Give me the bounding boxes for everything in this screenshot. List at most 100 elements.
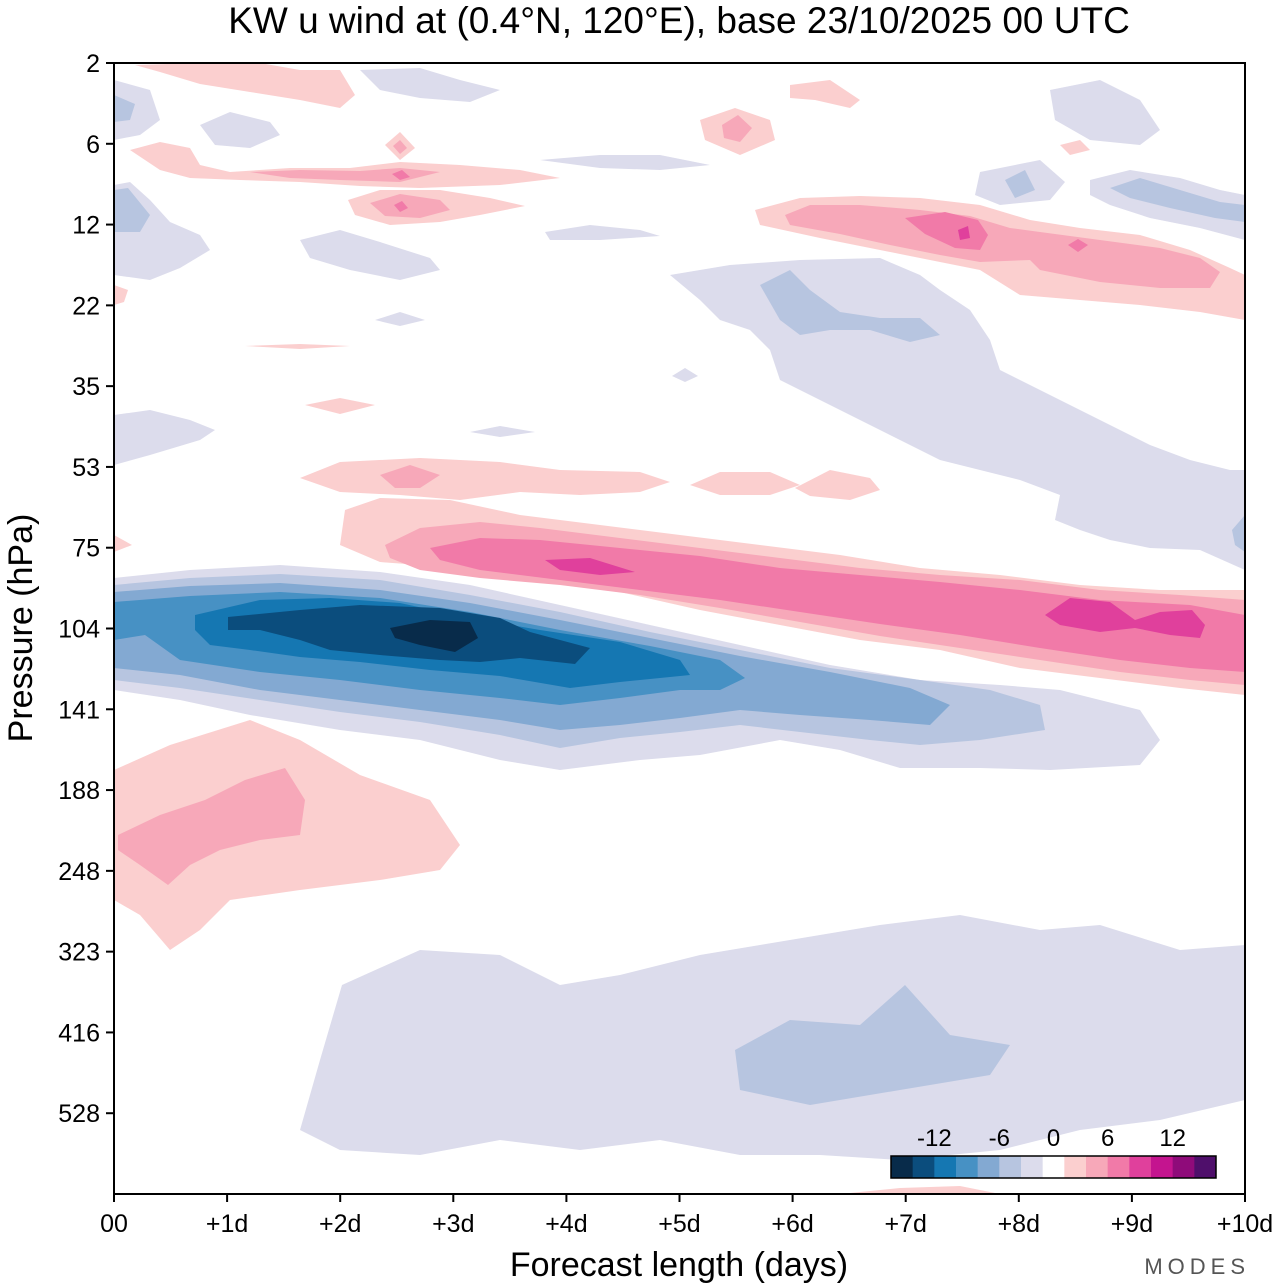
contour-53hpa-westerly [300,458,670,500]
colorbar-swatch [1107,1156,1130,1178]
x-axis-label: Forecast length (days) [510,1246,848,1284]
contour-top-westerly-2-inner [250,168,440,182]
x-tick-label: +5d [658,1210,700,1238]
colorbar-swatch [999,1156,1022,1178]
colorbar-tick-label: -12 [917,1125,952,1152]
y-axis-label: Pressure (hPa) [2,514,40,743]
contour-easterly-small-5 [672,368,698,382]
x-tick-label: +8d [998,1210,1040,1238]
y-tick-label: 528 [58,1100,100,1128]
contour-field [114,63,1245,1194]
contour-top-westerly-2 [130,142,560,188]
contour-top-easterly-6-inner [1110,178,1245,222]
colorbar-swatch [934,1156,957,1178]
contour-upper-westerly-l2 [785,205,1220,288]
y-tick-label: 416 [58,1019,100,1047]
contour-top-easterly-2 [200,112,280,148]
contour-top-westerly-6 [790,80,860,108]
colorbar-tick-label: 12 [1159,1125,1186,1152]
contour-lstrat-westerly-l4a [545,558,635,575]
y-tick-label: 75 [72,535,100,563]
contour-top-westerly-3-inner [370,194,450,218]
contour-upper-westerly-l3 [905,212,988,250]
x-tick-label: +9d [1111,1210,1153,1238]
colorbar-swatch [1151,1156,1174,1178]
contour-midstrat-easterly-inner [760,270,940,342]
x-tick-label: +3d [432,1210,474,1238]
colorbar-tick-label: 6 [1101,1125,1114,1152]
colorbar-swatch [956,1156,979,1178]
y-tick-label: 323 [58,939,100,967]
contour-topleft-easterly-inner [114,188,150,232]
y-tick-label: 22 [72,292,100,320]
colorbar-swatch [977,1156,1000,1178]
y-tick-label: 141 [58,696,100,724]
chart-title: KW u wind at (0.4°N, 120°E), base 23/10/… [228,0,1130,41]
x-tick-label: +10d [1217,1210,1273,1238]
colorbar-swatch [1129,1156,1152,1178]
colorbar-swatch [1064,1156,1087,1178]
y-tick-label: 35 [72,373,100,401]
contour-easterly-small-1 [545,225,660,240]
x-tick-label: +2d [319,1210,361,1238]
y-tick-label: 2 [86,50,100,78]
contour-easterly-35hpa-left [114,410,215,465]
contour-westerly-22hpa-left [114,285,128,305]
contour-right-edge-blue [1232,515,1245,552]
colorbar-swatch [912,1156,935,1178]
y-tick-label: 188 [58,777,100,805]
colorbar-legend: -12 -6 0 6 12 [890,1125,1217,1179]
y-tick-label: 12 [72,212,100,240]
contour-top-westerly-2-core [392,170,410,180]
contour-53hpa-westerly-b [690,472,800,495]
contour-top-easterly-1 [114,80,160,140]
contour-westerly-thin-line [245,344,350,349]
contour-easterly-small-2 [540,155,710,170]
x-tick-label: 00 [100,1210,128,1238]
contour-easterly-22hpa [300,230,440,280]
contour-upper-westerly-l4 [958,226,970,240]
colorbar-swatch [1172,1156,1195,1178]
contour-lstrat-easterly-l7 [390,620,478,652]
contour-top-easterly-5-inner [1005,170,1035,198]
x-tick-label: +4d [545,1210,587,1238]
x-axis: 00 +1d +2d +3d +4d +5d +6d +7d +8d +9d +10d [100,1194,1273,1238]
contour-53hpa-westerly-inner [380,465,440,488]
x-tick-label: +7d [884,1210,926,1238]
colorbar-tick-label: -6 [989,1125,1010,1152]
contour-top-westerly-5-inner [722,115,752,142]
y-tick-label: 104 [58,616,100,644]
colorbar-tick-label: 0 [1047,1125,1060,1152]
x-tick-label: +1d [206,1210,248,1238]
contour-bottom-westerly [840,1186,1000,1194]
y-axis: 2 6 12 22 35 53 75 104 141 188 248 323 416 528 [58,50,114,1128]
colorbar-frame [890,1155,1217,1179]
x-tick-label: +6d [771,1210,813,1238]
contour-top-westerly-4-inner [393,140,407,154]
contour-top-easterly-3 [360,68,500,102]
contour-top-westerly-7 [1060,140,1090,155]
colorbar-swatch [891,1156,914,1178]
modes-logo: MODES [1144,1254,1250,1279]
y-tick-label: 53 [72,454,100,482]
colorbar-swatch [1042,1156,1065,1178]
contour-53hpa-westerly-c [795,470,880,500]
contour-midstrat-easterly [670,258,1245,570]
contour-easterly-small-4 [470,426,535,437]
contour-westerly-75hpa-left [114,535,132,552]
contour-lstrat-westerly-l3 [430,538,1245,672]
y-tick-label: 248 [58,858,100,886]
contour-westerly-35hpa [305,398,375,414]
contour-easterly-small-3 [375,312,425,326]
colorbar-swatch [1086,1156,1109,1178]
contour-top-easterly-4 [1050,80,1160,145]
colorbar-swatch [1194,1156,1217,1178]
contour-top-westerly-3-core [394,201,408,212]
y-tick-label: 6 [86,131,100,159]
contour-upper-westerly-dot [1068,239,1088,252]
contour-lstrat-westerly-l4b [1045,598,1205,638]
contour-top-westerly-1 [135,63,355,108]
contour-tropo-easterly-inner [735,985,1010,1105]
contour-top-easterly-1-inner [114,95,135,122]
